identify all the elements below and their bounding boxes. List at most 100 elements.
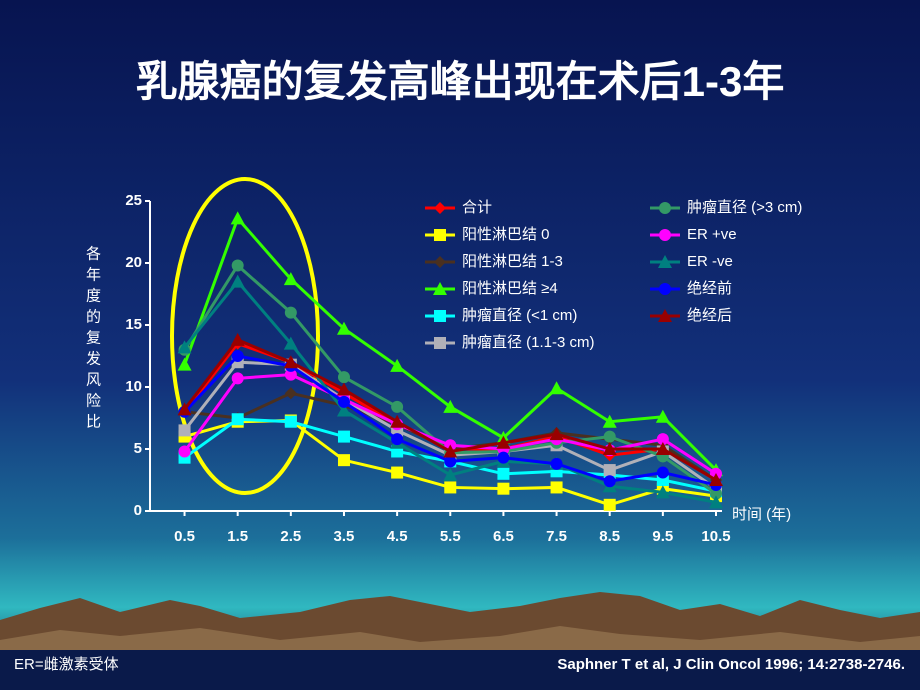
data-point [709, 473, 723, 486]
x-tick-label: 3.5 [334, 528, 355, 545]
data-point [549, 381, 564, 395]
data-point [444, 455, 457, 468]
data-point [603, 464, 616, 477]
data-point [443, 444, 458, 458]
title: 乳腺癌的复发高峰出现在术后1-3年 [136, 58, 785, 105]
data-point [709, 495, 723, 509]
x-tick-label: 5.5 [440, 528, 461, 545]
data-point [655, 442, 670, 455]
data-point [710, 487, 722, 500]
legend-label: ER +ve [687, 226, 737, 243]
data-point [177, 340, 192, 354]
x-tick-label: 0.5 [174, 528, 195, 545]
data-point [284, 306, 297, 319]
legend-label: 阳性淋巴结 1-3 [462, 253, 563, 270]
x-tick-label: 4.5 [387, 528, 408, 545]
data-point [656, 466, 669, 479]
data-point [443, 468, 458, 482]
x-tick-label: 1.5 [227, 528, 248, 545]
data-point [231, 350, 244, 362]
y-tick-label: 25 [125, 192, 142, 209]
data-point [655, 485, 670, 499]
data-point [231, 413, 244, 426]
data-point [336, 403, 351, 417]
data-point [391, 400, 404, 413]
legend-label: 肿瘤直径 (<1 cm) [462, 307, 577, 324]
data-point [230, 274, 245, 288]
legend-marker [434, 256, 446, 268]
footer-band [0, 650, 920, 690]
data-point [603, 498, 616, 511]
legend-label: 阳性淋巴结 ≥4 [462, 280, 558, 297]
data-point [337, 454, 350, 467]
legend-label: 肿瘤直径 (>3 cm) [687, 199, 802, 216]
legend-marker [434, 310, 446, 322]
legend-marker [659, 202, 671, 214]
data-point [444, 481, 457, 494]
data-point [602, 442, 617, 455]
data-point [231, 259, 244, 272]
data-point [284, 415, 297, 428]
data-point [497, 467, 510, 480]
data-point [283, 336, 298, 350]
x-tick-label: 7.5 [546, 528, 567, 545]
x-axis-label: 时间 (年) [732, 506, 791, 523]
x-tick-label: 6.5 [493, 528, 514, 545]
data-point [230, 332, 245, 346]
y-tick-label: 20 [125, 254, 142, 271]
legend-marker [434, 202, 446, 214]
y-tick-label: 15 [125, 316, 142, 333]
data-point [177, 402, 192, 416]
data-point [391, 466, 404, 479]
data-point [655, 409, 670, 423]
data-point [284, 368, 297, 381]
x-tick-label: 10.5 [701, 528, 730, 545]
data-point [178, 424, 191, 437]
data-point [550, 481, 563, 494]
data-point [496, 435, 511, 449]
legend-marker [658, 255, 672, 268]
data-point [497, 451, 510, 464]
legend-label: ER -ve [687, 253, 733, 270]
data-point [497, 482, 510, 495]
y-tick-label: 0 [134, 502, 142, 519]
legend-label: 肿瘤直径 (1.1-3 cm) [462, 334, 595, 351]
data-point [283, 355, 298, 369]
y-axis-label: 各年度的复发风险比 [84, 246, 101, 435]
data-point [231, 372, 244, 385]
y-tick-label: 10 [125, 378, 142, 395]
y-tick-label: 5 [134, 440, 142, 457]
data-point [550, 457, 563, 470]
legend-marker [434, 337, 446, 349]
highlight-ellipse [170, 177, 320, 495]
data-point [284, 387, 297, 400]
data-point [178, 445, 191, 458]
data-point [602, 414, 617, 428]
data-point [443, 399, 458, 413]
legend-label: 合计 [462, 199, 492, 216]
x-tick-label: 2.5 [280, 528, 301, 545]
x-tick-label: 9.5 [652, 528, 673, 545]
data-point [337, 430, 350, 443]
data-point [283, 272, 298, 286]
legend-marker [659, 283, 671, 295]
legend-marker [658, 309, 672, 322]
legend-label: 绝经后 [687, 307, 732, 324]
data-point [390, 414, 405, 428]
data-point [337, 395, 350, 408]
data-point [390, 358, 405, 372]
legend-label: 阳性淋巴结 0 [462, 226, 550, 243]
data-point [336, 382, 351, 396]
legend-marker [659, 229, 671, 241]
data-point [603, 430, 616, 443]
data-point [230, 211, 245, 225]
data-point [337, 371, 350, 384]
data-point [391, 433, 404, 446]
legend-marker [433, 282, 447, 295]
x-tick-label: 8.5 [599, 528, 620, 545]
footnote-right: Saphner T et al, J Clin Oncol 1996; 14:2… [557, 656, 905, 673]
data-point [549, 427, 564, 441]
data-point [177, 357, 192, 371]
